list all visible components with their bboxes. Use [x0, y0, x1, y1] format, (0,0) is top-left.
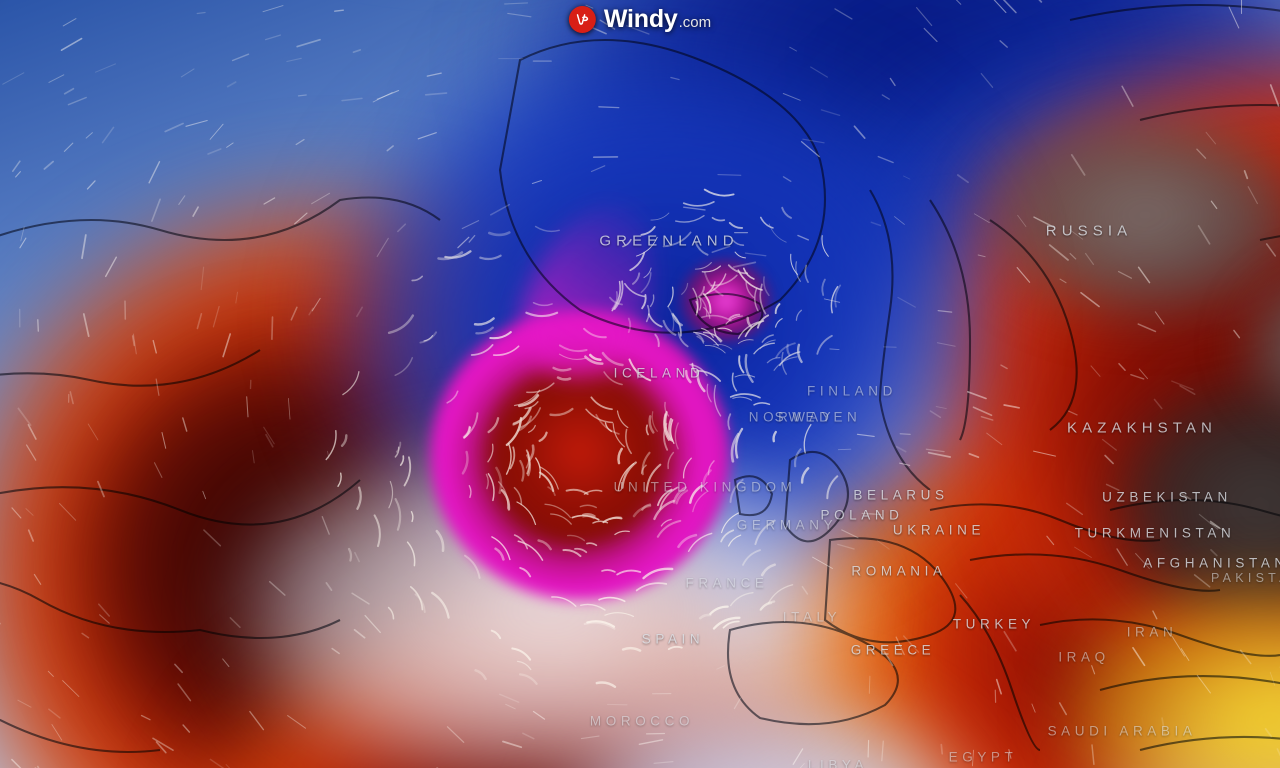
logo-tld: .com: [678, 14, 712, 31]
logo-wordmark: Windy: [603, 5, 678, 33]
windy-logo[interactable]: Windy .com: [568, 5, 712, 33]
windy-logo-icon: [568, 6, 596, 33]
